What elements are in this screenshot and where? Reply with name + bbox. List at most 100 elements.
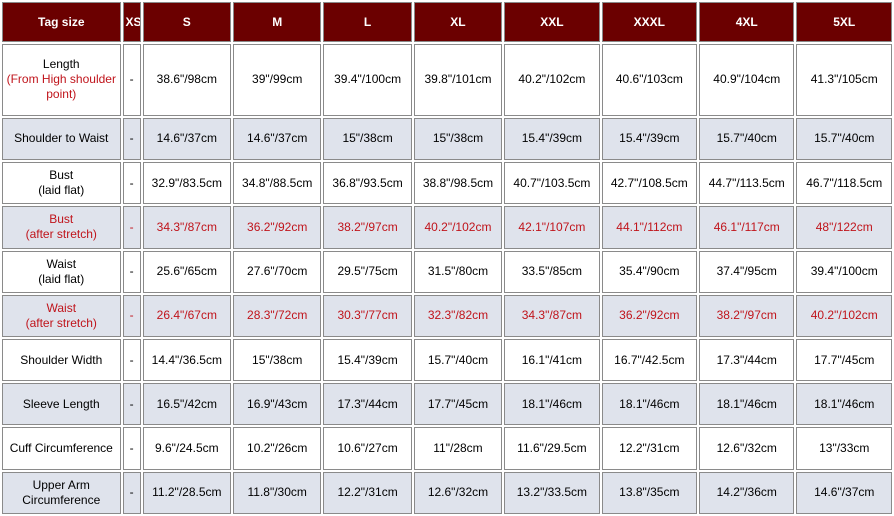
table-row: Bust (after stretch) -34.3"/87cm 36.2"/92cm… xyxy=(2,206,892,249)
row-label-line: Waist xyxy=(46,300,77,315)
size-value-cell: 16.7"/42.5cm xyxy=(601,338,698,382)
size-value-cell: 13.8"/35cm xyxy=(601,471,698,514)
size-value-cell: - xyxy=(122,338,141,382)
size-value-cell: 15"/38cm xyxy=(323,117,412,161)
row-label-line: (From High shoulder point) xyxy=(6,72,116,102)
size-value-cell: 26.4"/67cm xyxy=(142,294,231,337)
size-value-cell: 18.1"/46cm xyxy=(796,383,892,426)
size-value-cell: 33.5"/85cm xyxy=(504,250,600,293)
row-label-line: Upper Arm xyxy=(32,477,90,492)
size-value-cell: 42.1"/107cm xyxy=(504,206,600,249)
size-value-cell: 15.7"/40cm xyxy=(413,338,503,382)
size-value-cell: 18.1"/46cm xyxy=(601,383,698,426)
table-row: Waist (laid flat) -25.6"/65cm 27.6"/70cm 29.… xyxy=(2,250,892,293)
size-value-cell: 44.7"/113.5cm xyxy=(699,162,795,205)
row-label: Bust (after stretch) xyxy=(2,206,121,249)
row-label-line: Shoulder to Waist xyxy=(14,131,109,146)
size-value-cell: - xyxy=(122,294,141,337)
size-value-cell: 36.2"/92cm xyxy=(233,206,322,249)
size-value-cell: 40.2"/102cm xyxy=(504,44,600,116)
size-value-cell: 14.2"/36cm xyxy=(699,471,795,514)
header-cell: XXL xyxy=(504,2,600,42)
size-value-cell: 31.5"/80cm xyxy=(413,250,503,293)
size-value-cell: 14.6"/37cm xyxy=(142,117,231,161)
row-label: Length (From High shoulder point) xyxy=(2,44,121,116)
row-label-line: Bust xyxy=(49,168,74,183)
row-label: Shoulder Width xyxy=(2,338,121,382)
header-row: Tag size XS S M L XL XXL XXXL 4XL 5XL xyxy=(2,2,892,42)
size-value-cell: 14.6"/37cm xyxy=(233,117,322,161)
size-value-cell: 28.3"/72cm xyxy=(233,294,322,337)
size-value-cell: - xyxy=(122,427,141,470)
header-cell: 4XL xyxy=(699,2,795,42)
size-value-cell: 18.1"/46cm xyxy=(699,383,795,426)
size-value-cell: 44.1"/112cm xyxy=(601,206,698,249)
size-value-cell: 10.2"/26cm xyxy=(233,427,322,470)
size-value-cell: 12.2"/31cm xyxy=(323,471,412,514)
table-row: Upper Arm Circumference -11.2"/28.5cm 11.8"… xyxy=(2,471,892,514)
size-value-cell: 32.9"/83.5cm xyxy=(142,162,231,205)
size-value-cell: 16.5"/42cm xyxy=(142,383,231,426)
header-cell: XXXL xyxy=(601,2,698,42)
row-label: Waist (laid flat) xyxy=(2,250,121,293)
size-value-cell: 38.2"/97cm xyxy=(323,206,412,249)
header-cell: Tag size xyxy=(2,2,121,42)
size-value-cell: 15.4"/39cm xyxy=(601,117,698,161)
size-value-cell: 27.6"/70cm xyxy=(233,250,322,293)
size-value-cell: 15.4"/39cm xyxy=(323,338,412,382)
size-value-cell: 36.2"/92cm xyxy=(601,294,698,337)
size-value-cell: 39.8"/101cm xyxy=(413,44,503,116)
size-value-cell: 34.3"/87cm xyxy=(142,206,231,249)
size-value-cell: 14.6"/37cm xyxy=(796,471,892,514)
size-value-cell: 38.6"/98cm xyxy=(142,44,231,116)
size-value-cell: 15"/38cm xyxy=(233,338,322,382)
size-value-cell: - xyxy=(122,471,141,514)
size-value-cell: 46.7"/118.5cm xyxy=(796,162,892,205)
size-value-cell: 12.2"/31cm xyxy=(601,427,698,470)
size-value-cell: 11.2"/28.5cm xyxy=(142,471,231,514)
header-cell: XS xyxy=(122,2,141,42)
row-label: Shoulder to Waist xyxy=(2,117,121,161)
size-value-cell: 38.8"/98.5cm xyxy=(413,162,503,205)
row-label-line: (after stretch) xyxy=(25,315,97,330)
size-value-cell: 18.1"/46cm xyxy=(504,383,600,426)
size-value-cell: 13"/33cm xyxy=(796,427,892,470)
row-label-line: (after stretch) xyxy=(25,227,97,242)
row-label: Waist (after stretch) xyxy=(2,294,121,337)
row-label: Sleeve Length xyxy=(2,383,121,426)
table-row: Cuff Circumference -9.6"/24.5cm 10.2"/26cm… xyxy=(2,427,892,470)
size-value-cell: 10.6"/27cm xyxy=(323,427,412,470)
row-label-line: Length xyxy=(42,57,80,72)
size-value-cell: 9.6"/24.5cm xyxy=(142,427,231,470)
size-value-cell: 16.1"/41cm xyxy=(504,338,600,382)
row-label: Cuff Circumference xyxy=(2,427,121,470)
size-value-cell: - xyxy=(122,117,141,161)
size-value-cell: 40.2"/102cm xyxy=(413,206,503,249)
row-label-line: (laid flat) xyxy=(38,183,85,198)
size-value-cell: 40.2"/102cm xyxy=(796,294,892,337)
size-value-cell: 41.3"/105cm xyxy=(796,44,892,116)
size-value-cell: 34.3"/87cm xyxy=(504,294,600,337)
row-label-line: Bust xyxy=(49,212,74,227)
row-label-line: Cuff Circumference xyxy=(9,441,113,456)
size-value-cell: 17.3"/44cm xyxy=(323,383,412,426)
size-value-cell: 34.8"/88.5cm xyxy=(233,162,322,205)
size-value-cell: 29.5"/75cm xyxy=(323,250,412,293)
size-value-cell: 39.4"/100cm xyxy=(323,44,412,116)
size-value-cell: 12.6"/32cm xyxy=(413,471,503,514)
row-label-line: Shoulder Width xyxy=(20,352,103,367)
size-value-cell: 42.7"/108.5cm xyxy=(601,162,698,205)
size-value-cell: 36.8"/93.5cm xyxy=(323,162,412,205)
size-value-cell: 38.2"/97cm xyxy=(699,294,795,337)
size-value-cell: 40.6"/103cm xyxy=(601,44,698,116)
size-value-cell: 17.3"/44cm xyxy=(699,338,795,382)
size-value-cell: 11.8"/30cm xyxy=(233,471,322,514)
header-cell: M xyxy=(233,2,322,42)
table-row: Shoulder Width -14.4"/36.5cm 15"/38cm 15.4"… xyxy=(2,338,892,382)
row-label-line: Sleeve Length xyxy=(22,396,100,411)
size-value-cell: 13.2"/33.5cm xyxy=(504,471,600,514)
row-label-line: Waist xyxy=(46,256,77,271)
size-value-cell: - xyxy=(122,250,141,293)
size-value-cell: 14.4"/36.5cm xyxy=(142,338,231,382)
